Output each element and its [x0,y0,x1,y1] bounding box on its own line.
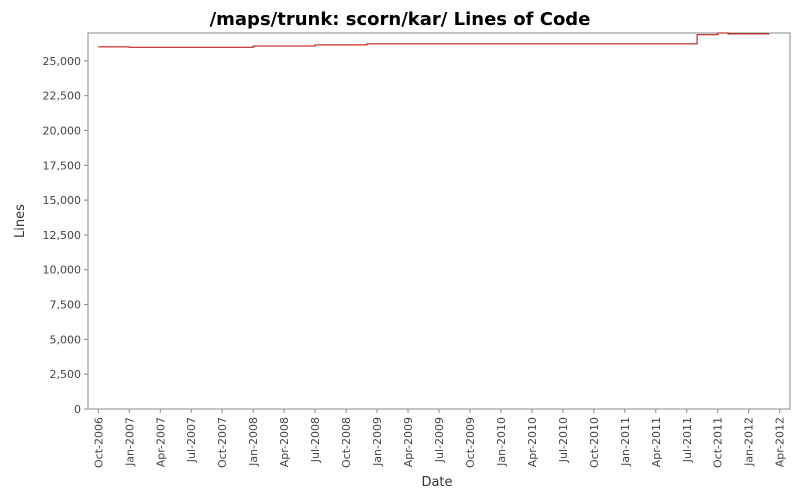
x-tick-label: Apr-2010 [526,417,539,467]
x-tick-label: Jan-2008 [247,417,260,467]
y-tick-label: 2,500 [50,368,82,381]
x-tick-label: Apr-2011 [650,417,663,467]
x-tick-label: Jul-2009 [433,417,446,463]
x-tick-label: Jan-2009 [371,417,384,467]
chart-title: /maps/trunk: scorn/kar/ Lines of Code [210,9,591,30]
x-tick-label: Oct-2007 [216,417,229,468]
y-tick-label: 15,000 [43,194,82,207]
y-tick-label: 20,000 [43,124,82,137]
x-tick-label: Apr-2007 [154,417,167,467]
x-tick-label: Jan-2010 [495,417,508,467]
x-tick-label: Jan-2011 [619,417,632,467]
line [98,32,770,48]
y-axis-label: Lines [13,204,28,238]
y-tick-label: 0 [74,403,81,416]
x-tick-label: Jan-2012 [743,417,756,467]
x-axis-label: Date [421,475,452,490]
y-tick-label: 12,500 [43,229,82,242]
x-tick-label: Oct-2010 [588,417,601,468]
y-tick-label: 17,500 [43,159,82,172]
x-tick-label: Jul-2008 [309,417,322,463]
y-tick-label: 22,500 [43,90,82,103]
x-tick-label: Apr-2008 [278,417,291,467]
plot-area [87,32,791,410]
x-tick-label: Apr-2009 [402,417,415,467]
x-tick-label: Jul-2011 [681,417,694,463]
x-tick-label: Jul-2007 [185,417,198,463]
x-tick-label: Apr-2012 [774,417,787,467]
y-tick-label: 25,000 [43,55,82,68]
x-tick-label: Oct-2009 [464,417,477,468]
x-tick-label: Jan-2007 [123,417,136,467]
x-tick-label: Jul-2010 [557,417,570,463]
y-tick-label: 7,500 [50,299,82,312]
y-tick-label: 10,000 [43,264,82,277]
x-tick-label: Oct-2006 [92,417,105,468]
y-tick-label: 5,000 [50,333,82,346]
x-tick-label: Oct-2008 [340,417,353,468]
x-tick-label: Oct-2011 [712,417,725,468]
